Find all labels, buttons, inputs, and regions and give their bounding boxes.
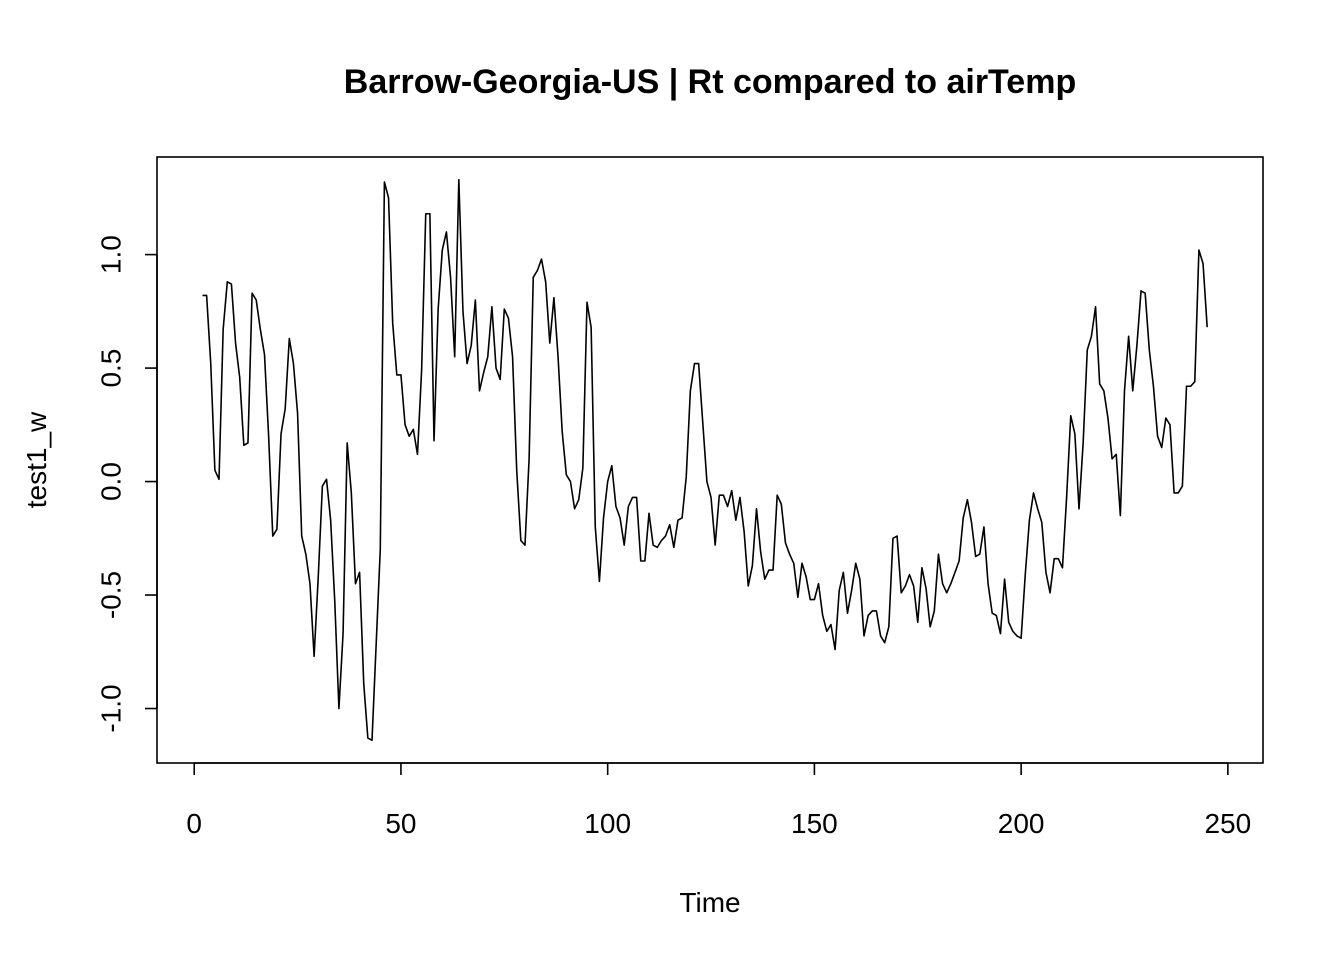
y-tick-label: 0.5: [95, 349, 126, 388]
y-tick-label: -1.0: [95, 684, 126, 732]
x-tick-label: 250: [1204, 808, 1251, 839]
x-tick-label: 50: [385, 808, 416, 839]
chart-title: Barrow-Georgia-US | Rt compared to airTe…: [344, 63, 1076, 101]
series-line: [202, 178, 1208, 742]
x-tick-label: 0: [186, 808, 202, 839]
y-tick-label: 0.0: [95, 462, 126, 501]
x-tick-label: 100: [584, 808, 631, 839]
x-axis-title: Time: [679, 887, 740, 918]
plot-frame: [156, 156, 1264, 764]
x-axis: 0 50 100 150 200 250: [186, 762, 1251, 839]
x-tick-label: 150: [791, 808, 838, 839]
y-axis: -1.0 -0.5 0.0 0.5 1.0: [95, 235, 158, 733]
y-tick-label: 1.0: [95, 235, 126, 274]
y-axis-title: test1_w: [21, 411, 52, 508]
x-tick-label: 200: [998, 808, 1045, 839]
y-tick-label: -0.5: [95, 571, 126, 619]
